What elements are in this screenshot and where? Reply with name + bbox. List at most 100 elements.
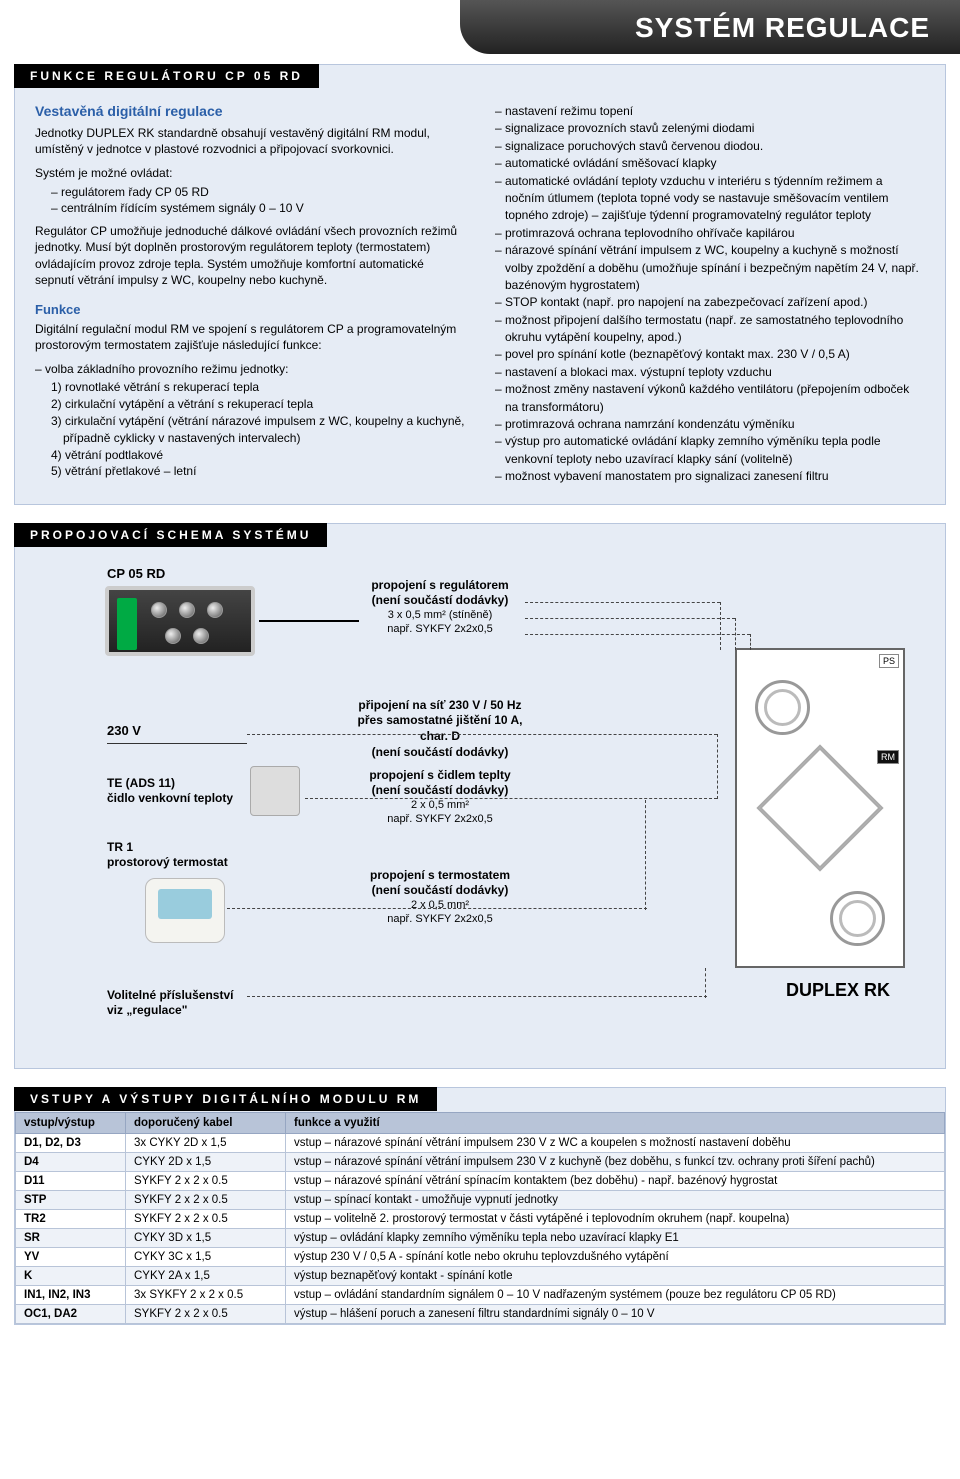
table-cell: vstup – ovládání standardním signálem 0 … [286, 1285, 945, 1304]
table-cell: D4 [16, 1152, 126, 1171]
funkce-intro: Digitální regulační modul RM ve spojení … [35, 321, 465, 353]
list-item: 1) rovnotlaké větrání s rekuperací tepla [51, 379, 465, 396]
list-item: – možnost změny nastavení výkonů každého… [495, 381, 925, 416]
table-cell: výstup – hlášení poruch a zanesení filtr… [286, 1304, 945, 1323]
table-cell: TR2 [16, 1209, 126, 1228]
list-item: 3) cirkulační vytápění (větrání nárazové… [51, 413, 465, 447]
table-cell: vstup – volitelně 2. prostorový termosta… [286, 1209, 945, 1228]
panel-funkce: FUNKCE REGULÁTORU CP 05 RD Vestavěná dig… [14, 64, 946, 505]
page-header: SYSTÉM REGULACE [460, 0, 960, 54]
section-tag: FUNKCE REGULÁTORU CP 05 RD [14, 64, 319, 88]
unit-label: DUPLEX RK [786, 980, 890, 1001]
panel-io: VSTUPY A VÝSTUPY DIGITÁLNÍHO MODULU RM v… [14, 1087, 946, 1325]
table-row: D4CYKY 2D x 1,5vstup – nárazové spínání … [16, 1152, 945, 1171]
subheading: Vestavěná digitální regulace [35, 103, 465, 119]
mode-list: 1) rovnotlaké větrání s rekuperací tepla… [35, 379, 465, 480]
mode-intro: – volba základního provozního režimu jed… [35, 361, 465, 377]
table-cell: SYKFY 2 x 2 x 0.5 [126, 1171, 286, 1190]
table-row: SRCYKY 3D x 1,5výstup – ovládání klapky … [16, 1228, 945, 1247]
table-cell: YV [16, 1247, 126, 1266]
table-header: funkce a využití [286, 1112, 945, 1133]
table-cell: D11 [16, 1171, 126, 1190]
te-label: TE (ADS 11) čidlo venkovní teploty [107, 776, 233, 808]
unit-icon: PS RM [735, 648, 905, 968]
list-item: – automatické ovládání teploty vzduchu v… [495, 173, 925, 225]
table-row: IN1, IN2, IN33x SYKFY 2 x 2 x 0.5vstup –… [16, 1285, 945, 1304]
table-cell: vstup – nárazové spínání větrání spínací… [286, 1171, 945, 1190]
section-tag: VSTUPY A VÝSTUPY DIGITÁLNÍHO MODULU RM [14, 1087, 437, 1111]
feature-bullets: – nastavení režimu topení– signalizace p… [495, 103, 925, 486]
conn-tr-label: propojení s termostatem (není součástí d… [360, 868, 520, 927]
list-item: – regulátorem řady CP 05 RD [51, 184, 465, 201]
table-cell: SYKFY 2 x 2 x 0.5 [126, 1209, 286, 1228]
conn-reg-label: propojení s regulátorem (není součástí d… [360, 578, 520, 637]
list-item: – nárazové spínání větrání impulsem z WC… [495, 242, 925, 294]
table-cell: STP [16, 1190, 126, 1209]
badge-ps: PS [879, 654, 899, 668]
table-cell: SR [16, 1228, 126, 1247]
list-item: – nastavení režimu topení [495, 103, 925, 120]
table-row: D11SYKFY 2 x 2 x 0.5vstup – nárazové spí… [16, 1171, 945, 1190]
para2: Regulátor CP umožňuje jednoduché dálkové… [35, 223, 465, 288]
page-title: SYSTÉM REGULACE [460, 12, 930, 44]
table-cell: výstup – ovládání klapky zemního výměník… [286, 1228, 945, 1247]
tr-label: TR 1 prostorový termostat [107, 840, 228, 872]
list-item: – STOP kontakt (např. pro napojení na za… [495, 294, 925, 311]
intro-text: Jednotky DUPLEX RK standardně obsahují v… [35, 125, 465, 157]
controller-label: CP 05 RD [107, 566, 165, 581]
list-item: 5) větrání přetlakové – letní [51, 463, 465, 480]
table-row: D1, D2, D33x CYKY 2D x 1,5vstup – nárazo… [16, 1133, 945, 1152]
list-item: – možnost vybavení manostatem pro signal… [495, 468, 925, 485]
optional-label: Volitelné příslušenství viz „regulace" [107, 988, 233, 1020]
table-cell: SYKFY 2 x 2 x 0.5 [126, 1304, 286, 1323]
table-row: KCYKY 2A x 1,5výstup beznapěťový kontakt… [16, 1266, 945, 1285]
list-item: 4) větrání podtlakové [51, 447, 465, 464]
table-cell: K [16, 1266, 126, 1285]
table-cell: výstup 230 V / 0,5 A - spínání kotle neb… [286, 1247, 945, 1266]
table-row: YVCYKY 3C x 1,5výstup 230 V / 0,5 A - sp… [16, 1247, 945, 1266]
sensor-icon [250, 766, 300, 816]
table-cell: D1, D2, D3 [16, 1133, 126, 1152]
table-row: OC1, DA2SYKFY 2 x 2 x 0.5výstup – hlášen… [16, 1304, 945, 1323]
section-tag: PROPOJOVACÍ SCHEMA SYSTÉMU [14, 523, 327, 547]
table-cell: CYKY 2D x 1,5 [126, 1152, 286, 1171]
badge-rm: RM [877, 750, 899, 764]
left-column: Vestavěná digitální regulace Jednotky DU… [35, 103, 465, 486]
table-cell: CYKY 3D x 1,5 [126, 1228, 286, 1247]
list-item: – automatické ovládání směšovací klapky [495, 155, 925, 172]
table-cell: 3x CYKY 2D x 1,5 [126, 1133, 286, 1152]
table-cell: OC1, DA2 [16, 1304, 126, 1323]
table-cell: vstup – nárazové spínání větrání impulse… [286, 1152, 945, 1171]
io-table: vstup/výstupdoporučený kabelfunkce a vyu… [15, 1112, 945, 1324]
funkce-head: Funkce [35, 302, 465, 317]
table-header: doporučený kabel [126, 1112, 286, 1133]
list-item: – protimrazová ochrana teplovodního ohří… [495, 225, 925, 242]
table-cell: 3x SYKFY 2 x 2 x 0.5 [126, 1285, 286, 1304]
list-item: – signalizace poruchových stavů červenou… [495, 138, 925, 155]
list-item: – možnost připojení dalšího termostatu (… [495, 312, 925, 347]
table-header: vstup/výstup [16, 1112, 126, 1133]
table-cell: CYKY 2A x 1,5 [126, 1266, 286, 1285]
table-row: STPSYKFY 2 x 2 x 0.5vstup – spínací kont… [16, 1190, 945, 1209]
panel-schema: PROPOJOVACÍ SCHEMA SYSTÉMU CP 05 RD prop… [14, 523, 946, 1069]
control-list: – regulátorem řady CP 05 RD– centrálním … [35, 184, 465, 218]
list-item: 2) cirkulační vytápění a větrání s rekup… [51, 396, 465, 413]
table-cell: SYKFY 2 x 2 x 0.5 [126, 1190, 286, 1209]
table-cell: CYKY 3C x 1,5 [126, 1247, 286, 1266]
table-cell: výstup beznapěťový kontakt - spínání kot… [286, 1266, 945, 1285]
list-item: – povel pro spínání kotle (beznapěťový k… [495, 346, 925, 363]
conn-230-label: připojení na síť 230 V / 50 Hz přes samo… [345, 698, 535, 761]
table-row: TR2SYKFY 2 x 2 x 0.5vstup – volitelně 2.… [16, 1209, 945, 1228]
list-item: – protimrazová ochrana namrzání kondenzá… [495, 416, 925, 433]
list-item: – nastavení a blokaci max. výstupní tepl… [495, 364, 925, 381]
controller-icon [105, 586, 255, 656]
list-item: – signalizace provozních stavů zelenými … [495, 120, 925, 137]
thermostat-icon [145, 878, 225, 943]
table-cell: vstup – nárazové spínání větrání impulse… [286, 1133, 945, 1152]
right-column: – nastavení režimu topení– signalizace p… [495, 103, 925, 486]
list-item: – centrálním řídícím systémem signály 0 … [51, 200, 465, 217]
table-cell: IN1, IN2, IN3 [16, 1285, 126, 1304]
table-cell: vstup – spínací kontakt - umožňuje vypnu… [286, 1190, 945, 1209]
control-intro: Systém je možné ovládat: [35, 165, 465, 181]
diagram: CP 05 RD propojení s regulátorem (není s… [15, 548, 945, 1068]
